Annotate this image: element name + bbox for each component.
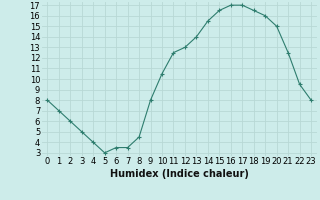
X-axis label: Humidex (Indice chaleur): Humidex (Indice chaleur) <box>110 169 249 179</box>
